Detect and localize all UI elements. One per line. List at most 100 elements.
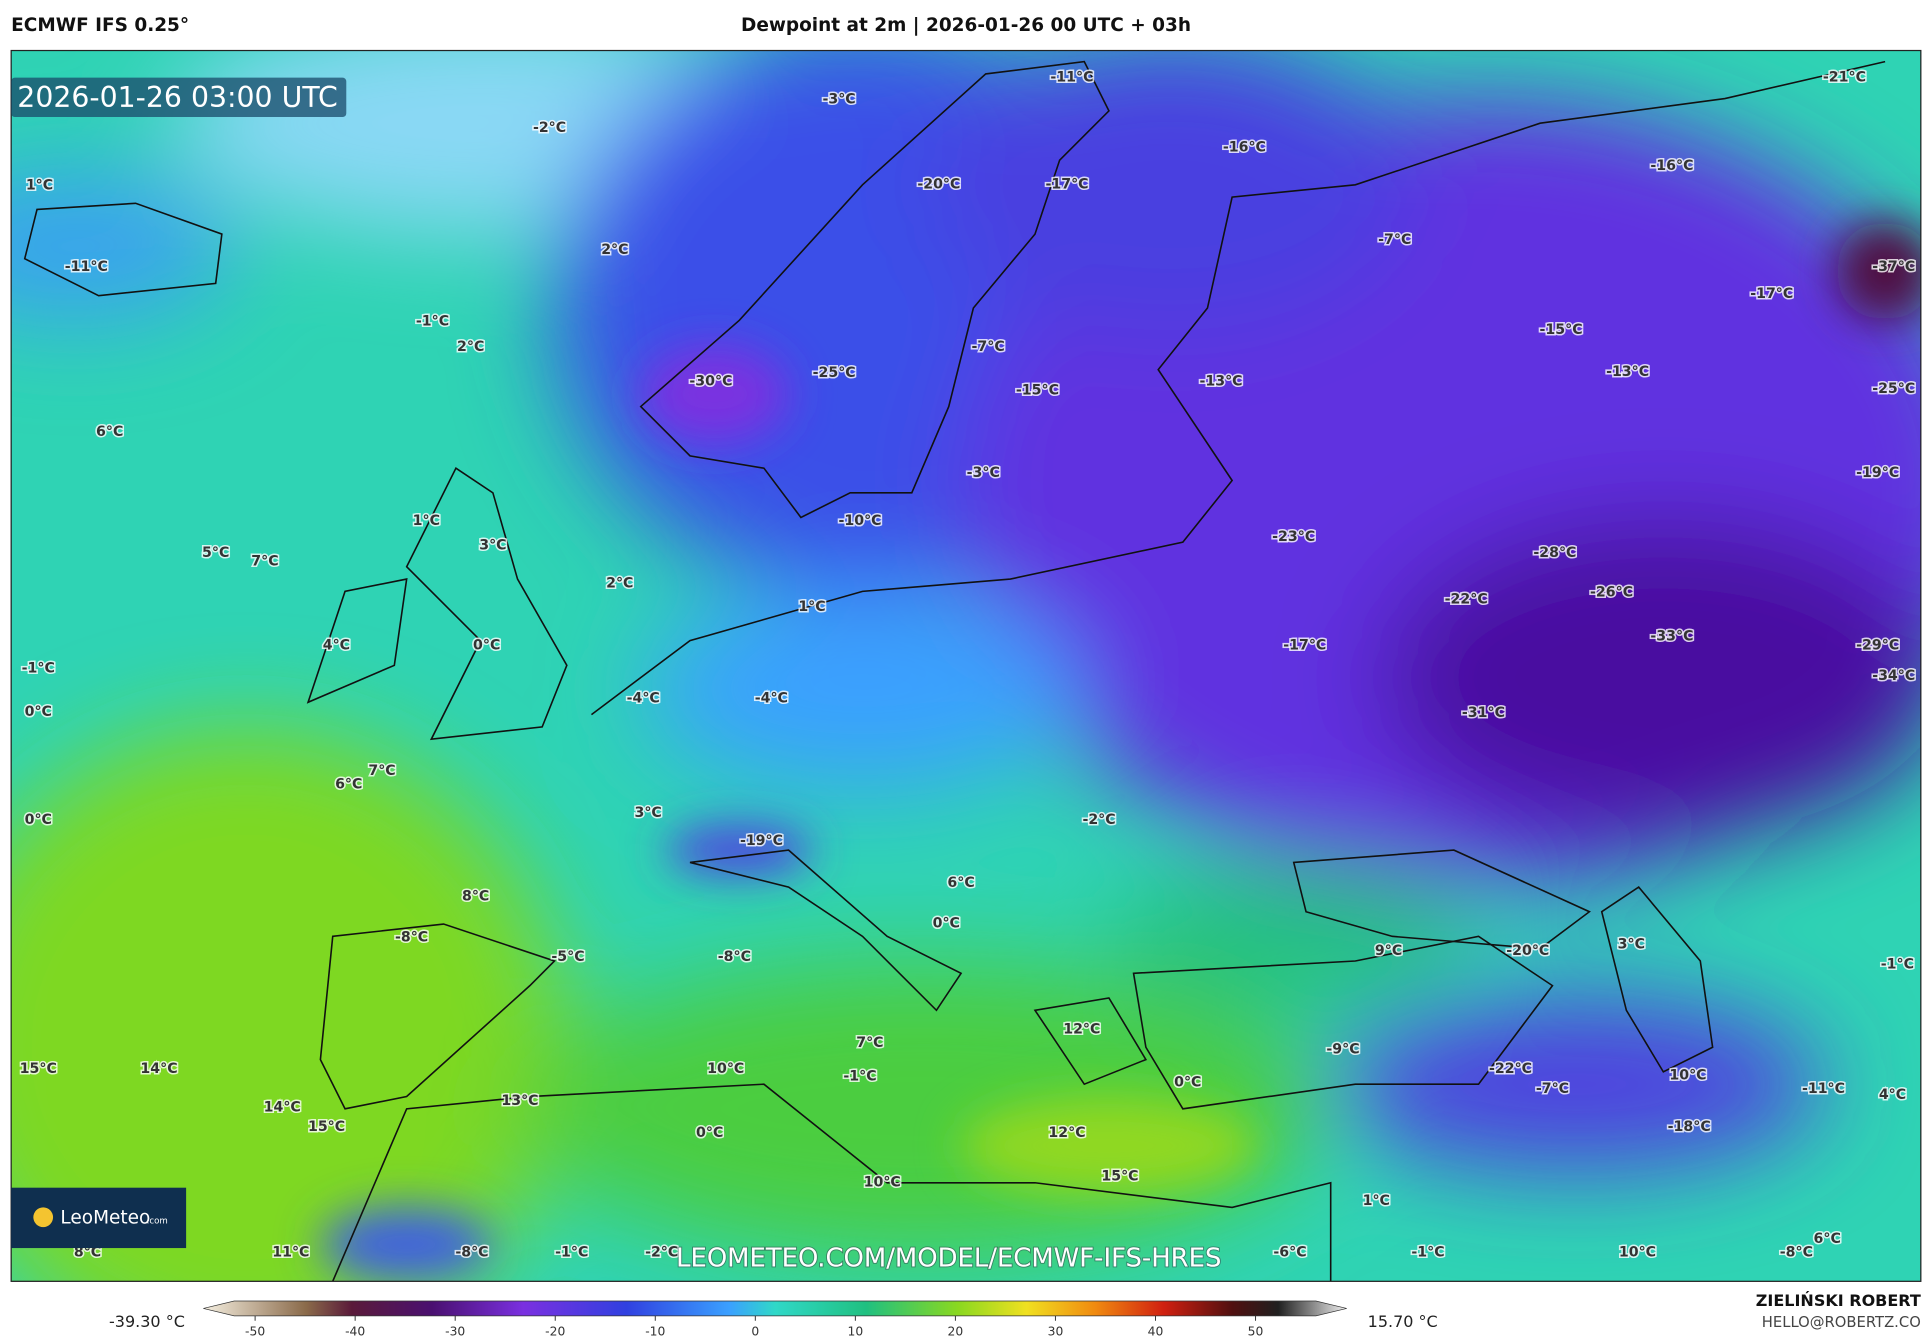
author: ZIELIŃSKI ROBERT [1756, 1291, 1921, 1310]
email: HELLO@ROBERTZ.CO [1762, 1314, 1921, 1331]
dewpoint-label: 10°C [864, 1174, 901, 1190]
dewpoint-label: -29°C [1856, 637, 1899, 653]
dewpoint-label: 1°C [798, 599, 825, 615]
dewpoint-label: 10°C [1669, 1067, 1706, 1083]
dewpoint-label: -8°C [718, 949, 751, 965]
dewpoint-label: -5°C [551, 949, 584, 965]
colorbar-tick-label: -20 [545, 1325, 565, 1338]
dewpoint-label: 6°C [335, 777, 362, 793]
colorbar-tick-label: 10 [848, 1325, 864, 1338]
dewpoint-label: 11°C [272, 1245, 309, 1261]
dewpoint-label: -17°C [1283, 637, 1326, 653]
dewpoint-label: 0°C [473, 637, 500, 653]
colorbar-min: -39.30 °C [109, 1312, 185, 1331]
dewpoint-label: -1°C [843, 1069, 876, 1085]
timestamp: 2026-01-26 03:00 UTC [17, 81, 337, 114]
dewpoint-label: -18°C [1668, 1119, 1711, 1135]
dewpoint-label: -21°C [1823, 69, 1866, 85]
dewpoint-label: -3°C [822, 91, 855, 107]
dewpoint-label: -1°C [555, 1245, 588, 1261]
dewpoint-label: -2°C [533, 120, 566, 136]
dewpoint-label: 1°C [1363, 1193, 1390, 1209]
dewpoint-label: -26°C [1590, 584, 1633, 600]
dewpoint-label: -31°C [1462, 705, 1505, 721]
colorbar-tick-label: -40 [345, 1325, 365, 1338]
dewpoint-label: 7°C [856, 1035, 883, 1051]
dewpoint-label: -15°C [1016, 382, 1059, 398]
dewpoint-label: 10°C [707, 1061, 744, 1077]
dewpoint-label: -13°C [1606, 364, 1649, 380]
dewpoint-label: 4°C [1879, 1087, 1906, 1103]
dewpoint-label: -25°C [1872, 381, 1915, 397]
watermark: LEOMETEO.COM/MODEL/ECMWF-IFS-HRES [676, 1244, 1221, 1274]
dewpoint-label: 1°C [413, 513, 440, 529]
colorbar-tick-label: -50 [245, 1325, 265, 1338]
dewpoint-label: -23°C [1272, 529, 1315, 545]
dewpoint-label: -9°C [1326, 1041, 1359, 1057]
colorbar-tick-label: 30 [1048, 1325, 1064, 1338]
colorbar-tick-label: -30 [445, 1325, 465, 1338]
dewpoint-label: -2°C [645, 1245, 678, 1261]
colorbar-tick-label: 20 [948, 1325, 964, 1338]
dewpoint-label: 10°C [1619, 1245, 1656, 1261]
colorbar-max: 15.70 °C [1368, 1312, 1438, 1331]
dewpoint-label: 13°C [501, 1093, 538, 1109]
dewpoint-label: 3°C [634, 805, 661, 821]
map: -3°C -11°C -21°C -2°C 1°C -16°C -16°C -20°C -17°… [11, 50, 1921, 1282]
colorbar-tick-label: -10 [645, 1325, 665, 1338]
dewpoint-label: -7°C [1378, 232, 1411, 248]
logo-suffix: .com [147, 1216, 168, 1226]
dewpoint-label: 0°C [933, 916, 960, 932]
dewpoint-label: -11°C [1050, 69, 1093, 85]
dewpoint-label: 14°C [264, 1099, 301, 1115]
dewpoint-label: 2°C [606, 576, 633, 592]
colorbar-ticks: -50 -40 -30 -20 -10 0 10 20 30 40 50 [245, 1315, 1264, 1338]
dewpoint-label: -3°C [967, 465, 1000, 481]
map-title: Dewpoint at 2m | 2026-01-26 00 UTC + 03h [741, 15, 1191, 36]
dewpoint-labels: -3°C -11°C -21°C -2°C 1°C -16°C -16°C -20°C -17°… [18, 68, 1917, 1262]
dewpoint-label: -7°C [972, 339, 1005, 355]
dewpoint-label: 4°C [323, 637, 350, 653]
dewpoint-label: -1°C [1881, 956, 1914, 972]
dewpoint-label: 5°C [202, 545, 229, 561]
dewpoint-label: 6°C [947, 875, 974, 891]
dewpoint-label: 3°C [1618, 937, 1645, 953]
dewpoint-label: 9°C [1375, 943, 1402, 959]
dewpoint-label: -13°C [1200, 374, 1243, 390]
dewpoint-label: -8°C [1780, 1245, 1813, 1261]
dewpoint-label: -22°C [1445, 592, 1488, 608]
dewpoint-label: 12°C [1048, 1125, 1085, 1141]
dewpoint-label: 6°C [1814, 1231, 1841, 1247]
dewpoint-label: 7°C [251, 554, 278, 570]
dewpoint-label: 15°C [1101, 1168, 1138, 1184]
dewpoint-label: 0°C [696, 1125, 723, 1141]
dewpoint-label: -16°C [1223, 140, 1266, 156]
dewpoint-label: -4°C [755, 690, 788, 706]
dewpoint-label: 7°C [368, 763, 395, 779]
dewpoint-label: -8°C [395, 929, 428, 945]
dewpoint-label: 0°C [25, 704, 52, 720]
colorbar-tick-label: 50 [1248, 1325, 1264, 1338]
dewpoint-label: -20°C [1506, 943, 1549, 959]
dewpoint-label: -17°C [1046, 177, 1089, 193]
dewpoint-label: -1°C [1411, 1245, 1444, 1261]
dewpoint-label: -28°C [1533, 545, 1576, 561]
logo-sun [33, 1207, 54, 1228]
dewpoint-label: 2°C [457, 339, 484, 355]
dewpoint-label: -34°C [1872, 668, 1915, 684]
dewpoint-label: 2°C [601, 242, 628, 258]
dewpoint-label: 1°C [26, 178, 53, 194]
dewpoint-label: -33°C [1650, 629, 1693, 645]
model-name: ECMWF IFS 0.25° [11, 15, 189, 36]
dewpoint-label: 6°C [96, 424, 123, 440]
dewpoint-label: -8°C [455, 1245, 488, 1261]
dewpoint-label: -4°C [627, 690, 660, 706]
timestamp-box [11, 77, 347, 118]
dewpoint-label: 12°C [1063, 1022, 1100, 1038]
colorbar-tick-label: 0 [751, 1325, 759, 1338]
dewpoint-label: 8°C [462, 889, 489, 905]
coastlines [23, 60, 1886, 1282]
dewpoint-label: -25°C [813, 365, 856, 381]
dewpoint-label: -19°C [740, 833, 783, 849]
